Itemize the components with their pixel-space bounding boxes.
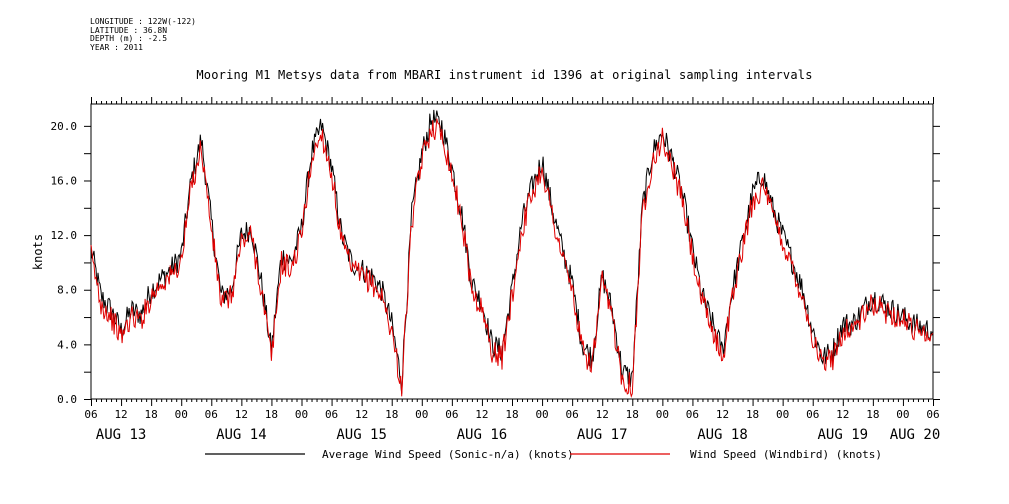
x-tick-label: 18 — [385, 408, 398, 421]
x-tick-labels: 06 12 18 00 06 12 18 00 06 12 18 00 06 12 18 00 06 12 18 00… — [84, 408, 939, 421]
y-tick-label: 20.0 — [51, 120, 78, 133]
y-tick-label: 4.0 — [57, 338, 77, 351]
y-tick-label: 12.0 — [51, 229, 78, 242]
plot-frame — [90, 103, 934, 400]
y-axis-label: knots — [31, 234, 45, 270]
series-layer — [90, 109, 934, 398]
day-label: AUG 15 — [336, 427, 387, 443]
metadata-block: LONGITUDE : 122W(-122) LATITUDE : 36.8N DE… — [90, 17, 196, 52]
x-tick-label: 06 — [926, 408, 939, 421]
x-tick-label: 06 — [445, 408, 458, 421]
x-tick-label: 12 — [355, 408, 368, 421]
x-tick-label: 06 — [566, 408, 579, 421]
y-tick-label: 8.0 — [57, 284, 77, 297]
depth-label: DEPTH (m) : -2.5 — [90, 34, 168, 43]
series-line-windbird-wind-speed — [90, 118, 934, 398]
x-tick-label: 00 — [776, 408, 789, 421]
day-label: AUG 18 — [697, 427, 748, 443]
x-tick-label: 18 — [265, 408, 278, 421]
day-label: AUG 19 — [817, 427, 868, 443]
day-label: AUG 13 — [96, 427, 147, 443]
x-tick-label: 00 — [295, 408, 308, 421]
x-tick-label: 06 — [205, 408, 218, 421]
x-tick-label: 18 — [746, 408, 759, 421]
day-label: AUG 20 — [890, 427, 941, 443]
x-tick-label: 06 — [686, 408, 699, 421]
x-tick-label: 00 — [535, 408, 548, 421]
x-tick-label: 18 — [866, 408, 879, 421]
y-tick-label: 16.0 — [51, 174, 78, 187]
x-tick-label: 18 — [626, 408, 639, 421]
x-tick-label: 00 — [175, 408, 188, 421]
x-tick-label: 00 — [656, 408, 669, 421]
longitude-label: LONGITUDE : 122W(-122) — [90, 17, 196, 26]
day-label: AUG 14 — [216, 427, 267, 443]
x-tick-label: 06 — [325, 408, 338, 421]
x-tick-label: 12 — [114, 408, 127, 421]
x-tick-label: 12 — [235, 408, 248, 421]
day-label: AUG 16 — [457, 427, 508, 443]
x-tick-label: 00 — [896, 408, 909, 421]
day-label: AUG 17 — [577, 427, 628, 443]
day-labels: AUG 13 AUG 14 AUG 15 AUG 16 AUG 17 AUG 18 AUG … — [96, 427, 941, 443]
year-label: YEAR : 2011 — [90, 42, 143, 52]
chart-title: Mooring M1 Metsys data from MBARI instru… — [196, 68, 813, 82]
x-tick-label: 12 — [836, 408, 849, 421]
x-tick-label: 12 — [716, 408, 729, 421]
latitude-label: LATITUDE : 36.8N — [90, 25, 168, 35]
legend: Average Wind Speed (Sonic-n/a) (knots) W… — [205, 448, 882, 461]
legend-label-windbird: Wind Speed (Windbird) (knots) — [690, 448, 882, 461]
x-tick-label: 00 — [415, 408, 428, 421]
y-tick-labels: 0.0 4.0 8.0 12.0 16.0 20.0 — [51, 120, 78, 406]
x-tick-label: 12 — [475, 408, 488, 421]
x-tick-label: 12 — [596, 408, 609, 421]
legend-label-average: Average Wind Speed (Sonic-n/a) (knots) — [322, 448, 574, 461]
series-line-average-wind-speed — [90, 109, 934, 394]
x-tick-label: 18 — [145, 408, 158, 421]
axis-ticks — [84, 97, 940, 406]
y-tick-label: 0.0 — [57, 393, 77, 406]
x-tick-label: 18 — [505, 408, 518, 421]
x-tick-label: 06 — [84, 408, 97, 421]
x-tick-label: 06 — [806, 408, 819, 421]
